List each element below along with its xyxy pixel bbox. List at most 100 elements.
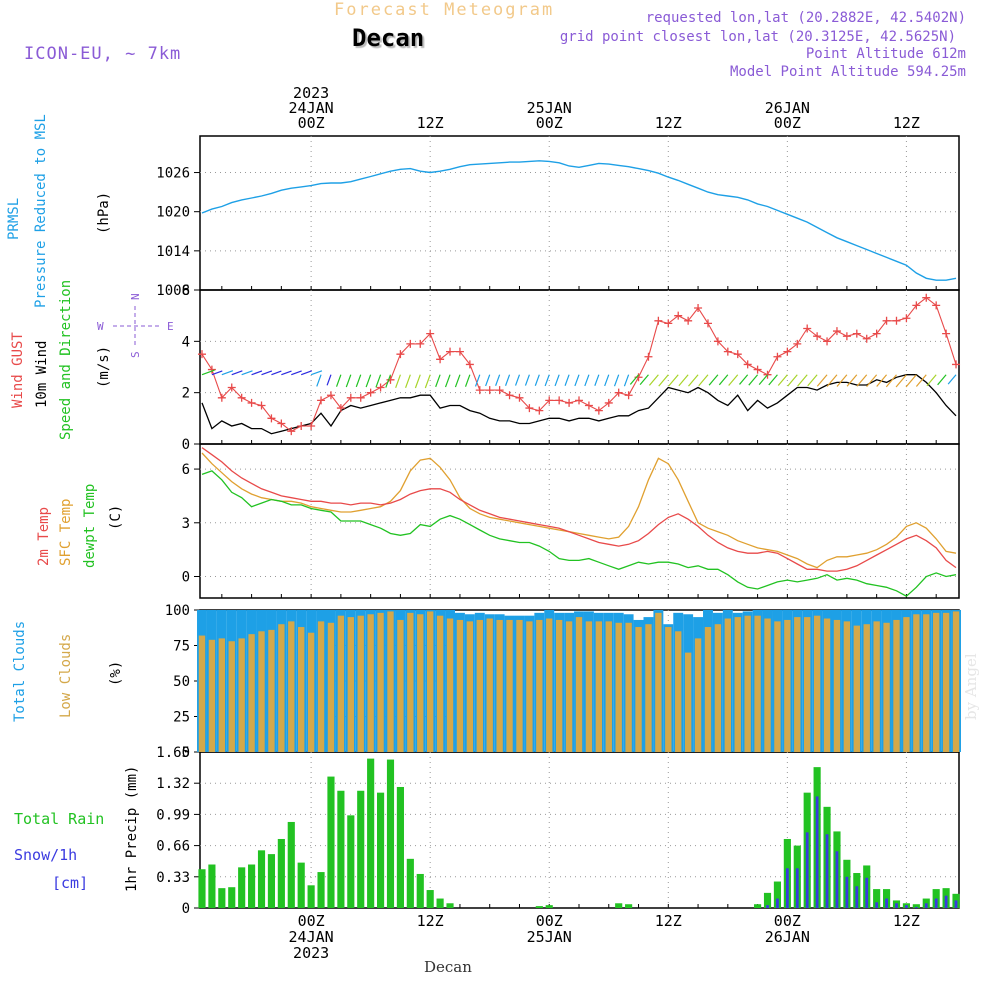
wind-arrow bbox=[474, 374, 481, 387]
wind-arrow bbox=[708, 374, 719, 386]
rain-bar bbox=[763, 892, 772, 908]
snow-bar bbox=[954, 900, 958, 908]
gust-line bbox=[201, 297, 957, 432]
gust-marker bbox=[555, 396, 564, 405]
low-cloud-bar bbox=[268, 629, 275, 752]
time-label-bottom: 26JAN bbox=[765, 928, 810, 946]
time-label-top: 00Z bbox=[536, 114, 563, 132]
gust-marker bbox=[376, 383, 385, 392]
snow-bar bbox=[865, 877, 869, 908]
low-cloud-bar bbox=[575, 617, 583, 752]
gust-marker bbox=[545, 396, 554, 405]
wind-arrow bbox=[584, 374, 590, 387]
time-label-bottom: 00Z bbox=[536, 912, 563, 930]
gust-marker bbox=[515, 393, 524, 402]
low-cloud-bar bbox=[238, 638, 245, 752]
low-cloud-bar bbox=[923, 614, 930, 752]
rain-bar bbox=[218, 888, 226, 908]
rain-bar bbox=[535, 906, 543, 908]
gust-marker bbox=[317, 396, 326, 405]
gust-marker bbox=[307, 422, 316, 431]
low-cloud-bar bbox=[218, 638, 226, 752]
panel-frame-prmsl bbox=[199, 135, 960, 291]
y-tick-label: 0.66 bbox=[156, 839, 190, 855]
time-label-top: 12Z bbox=[417, 114, 444, 132]
y-tick-label: 0.33 bbox=[156, 870, 190, 886]
gust-marker bbox=[832, 327, 841, 336]
low-cloud-bar bbox=[754, 615, 761, 752]
y-tick-label: 50 bbox=[173, 674, 190, 690]
time-label-top: 24JAN bbox=[289, 99, 334, 117]
low-cloud-bar bbox=[377, 612, 384, 752]
wind-arrow bbox=[629, 374, 639, 385]
gust-marker bbox=[942, 329, 951, 338]
time-label-top: 12Z bbox=[655, 114, 682, 132]
precip-unit: 1hr Precip (mm) bbox=[124, 766, 140, 892]
gust-marker bbox=[604, 398, 613, 407]
low-cloud-bar bbox=[278, 624, 285, 752]
rain-bar bbox=[883, 889, 891, 908]
wind-arrow bbox=[604, 374, 610, 387]
low-cloud-bar bbox=[476, 619, 483, 752]
low-cloud-bar bbox=[833, 619, 841, 752]
compass-s: S bbox=[129, 351, 142, 358]
sfc-temp-line bbox=[201, 452, 957, 569]
wind-arrow bbox=[310, 370, 323, 376]
model-point-altitude: Model Point Altitude 594.25m bbox=[729, 64, 966, 80]
snow-bar bbox=[914, 907, 918, 908]
low-cloud-bar bbox=[526, 621, 533, 752]
rain-bar bbox=[238, 867, 246, 908]
low-cloud-bar bbox=[595, 621, 603, 752]
low-cloud-bar bbox=[456, 619, 464, 752]
footer-location: Decan bbox=[424, 958, 472, 976]
y-tick-label: 25 bbox=[173, 710, 190, 726]
low-cloud-bar bbox=[486, 618, 493, 752]
time-label-top: 12Z bbox=[893, 114, 920, 132]
dewpt-label: dewpt Temp bbox=[82, 484, 98, 568]
gust-marker bbox=[465, 360, 474, 369]
time-label-bottom: 00Z bbox=[298, 912, 325, 930]
low-cloud-bar bbox=[446, 618, 454, 752]
y-tick-label: 1008 bbox=[156, 283, 190, 299]
wind-arrow bbox=[395, 374, 401, 388]
rain-bar bbox=[615, 903, 623, 908]
wind-arrow bbox=[816, 374, 828, 387]
requested-coords: requested lon,lat (20.2882E, 42.5402N) bbox=[645, 10, 966, 26]
gust-marker bbox=[287, 427, 296, 436]
y-tick-label: 2 bbox=[182, 386, 190, 402]
time-label-bottom: 2023 bbox=[293, 944, 329, 962]
wind-arrow bbox=[797, 374, 808, 387]
gust-marker bbox=[733, 350, 742, 359]
low-cloud-bar bbox=[397, 619, 404, 752]
rain-bar bbox=[396, 786, 404, 908]
gust-marker bbox=[823, 337, 832, 346]
snow-bar bbox=[825, 834, 829, 908]
rain-bar bbox=[386, 759, 395, 908]
rain-bar bbox=[257, 850, 266, 908]
wind-arrow bbox=[748, 374, 759, 386]
gust-marker bbox=[713, 337, 722, 346]
low-cloud-bar bbox=[327, 622, 335, 752]
gust-marker bbox=[426, 329, 435, 338]
gust-marker bbox=[852, 329, 861, 338]
gridpoint-coords: grid point closest lon,lat (20.3125E, 42… bbox=[559, 29, 956, 45]
wind-arrow bbox=[464, 374, 471, 387]
product-title: Forecast Meteogram bbox=[334, 0, 555, 20]
low-cloud-bar bbox=[565, 621, 573, 752]
snow-bar bbox=[805, 832, 809, 908]
low-cloud-bar bbox=[704, 627, 712, 752]
y-tick-label: 0 bbox=[182, 570, 190, 586]
gust-marker bbox=[455, 347, 464, 356]
wind-arrow bbox=[554, 374, 560, 387]
low-cloud-bar bbox=[337, 615, 345, 752]
time-label-top: 25JAN bbox=[527, 99, 572, 117]
wind-arrow bbox=[876, 374, 888, 387]
wind-arrow bbox=[768, 374, 778, 386]
gust-marker bbox=[743, 360, 752, 369]
gust-marker bbox=[505, 391, 514, 400]
time-label-bottom: 12Z bbox=[893, 912, 920, 930]
wind-arrow bbox=[355, 374, 362, 388]
wind-arrow bbox=[251, 370, 263, 376]
gust-marker bbox=[952, 360, 961, 369]
compass-e: E bbox=[167, 320, 174, 333]
